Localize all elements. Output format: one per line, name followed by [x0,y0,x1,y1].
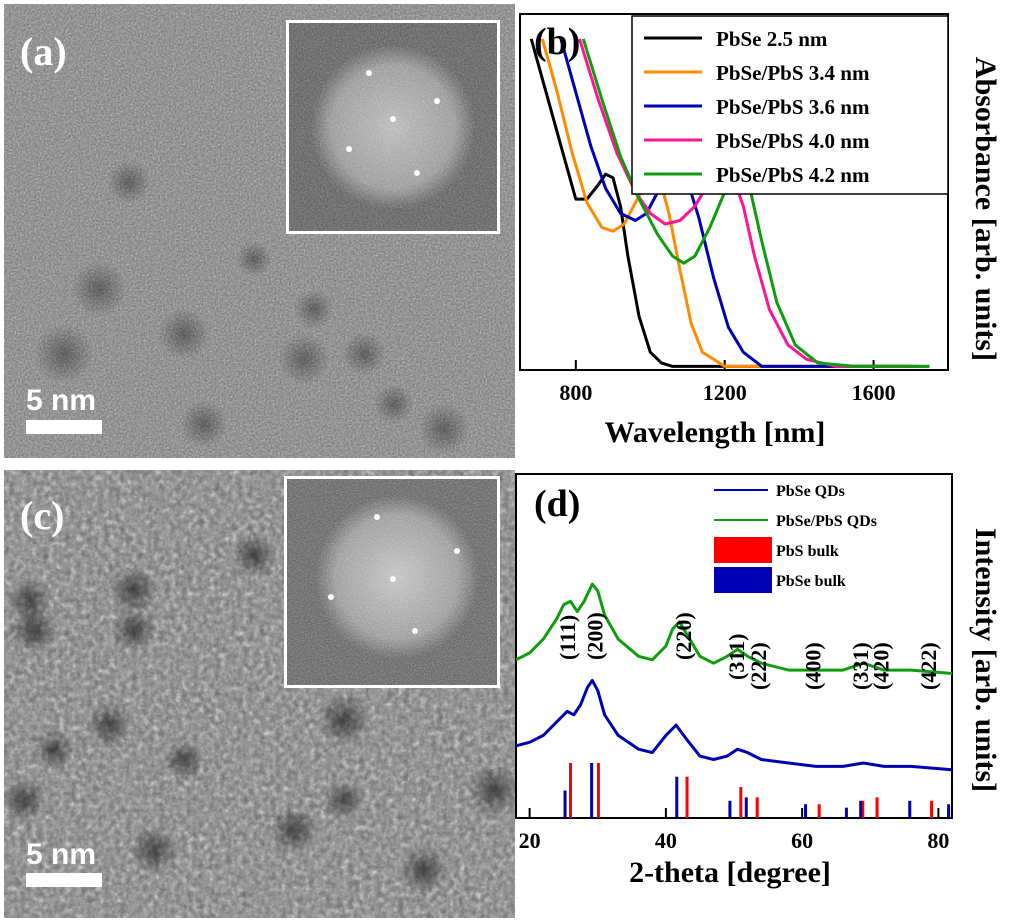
xrd-x-tick-label: 60 [791,828,813,853]
xrd-x-axis-title: 2-theta [degree] [629,856,831,889]
absorbance-x-tick-label: 1200 [703,380,747,405]
absorbance-x-axis-title: Wavelength [nm] [605,416,826,449]
absorbance-legend-label: PbSe/PbS 3.4 nm [716,61,870,85]
xrd-series-line-1 [515,678,953,772]
xrd-legend-swatch [714,567,772,593]
absorbance-y-axis-title: Absorbance [arb. units] [969,57,1002,361]
panel-label-b: (b) [534,21,580,63]
xrd-peak-label: (200) [582,612,607,660]
fft-inset-a [286,20,500,234]
panel-label-a: (a) [20,29,67,74]
panel-label-c: (c) [20,493,65,538]
xrd-peak-label: (420) [869,642,894,690]
xrd-peak-label: (400) [800,642,825,690]
absorbance-x-tick-label: 800 [559,380,592,405]
xrd-legend-label: PbSe/PbS QDs [776,513,877,530]
fft-pattern-a [289,23,497,231]
absorbance-legend-label: PbSe/PbS 3.6 nm [716,95,870,119]
xrd-legend-label: PbSe bulk [776,573,846,590]
scale-bar-a [26,420,102,434]
xrd-legend-label: PbS bulk [776,543,839,560]
xrd-legend-swatch [714,537,772,563]
absorbance-legend-label: PbSe/PbS 4.2 nm [716,163,870,187]
xrd-peak-label: (220) [671,612,696,660]
absorbance-plot-area: 800 1200 1600 PbSe 2.5 nm PbSe/PbS 3.4 nm PbS… [519,13,949,405]
xrd-peak-label: (311) [724,634,749,680]
xrd-peak-label: (422) [916,642,941,690]
xrd-legend-label: PbSe QDs [776,483,845,500]
xrd-peak-label: (222) [746,642,771,690]
absorbance-x-tick-label: 1600 [852,380,896,405]
fft-inset-c [284,476,500,688]
scale-bar-label-c: 5 nm [26,838,97,871]
xrd-plot-area: 20 40 60 80 (111) (200) (220) (311)(222) (400) (3… [515,473,953,853]
xrd-x-tick-label: 20 [519,828,541,853]
xrd-x-tick-label: 40 [655,828,677,853]
scale-bar-c [26,873,102,887]
xrd-chart: 20 40 60 80 (111) (200) (220) (311)(222) (400) (3… [515,473,1002,889]
absorbance-legend-label: PbSe 2.5 nm [716,27,828,51]
xrd-series-line-2 [515,582,953,675]
fft-pattern-c [287,479,497,685]
absorbance-legend-label: PbSe/PbS 4.0 nm [716,129,870,153]
absorbance-series-line-1 [529,38,911,368]
xrd-peak-label: (331) [848,642,873,690]
scale-bar-label-a: 5 nm [26,384,97,417]
absorbance-chart: 800 1200 1600 PbSe 2.5 nm PbSe/PbS 3.4 nm PbS… [519,13,1002,449]
xrd-peak-label: (111) [555,615,580,660]
xrd-y-axis-title: Intensity [arb. units] [969,528,1002,792]
xrd-plot-frame [515,473,953,819]
xrd-x-tick-label: 80 [927,828,949,853]
panel-label-d: (d) [534,483,580,525]
